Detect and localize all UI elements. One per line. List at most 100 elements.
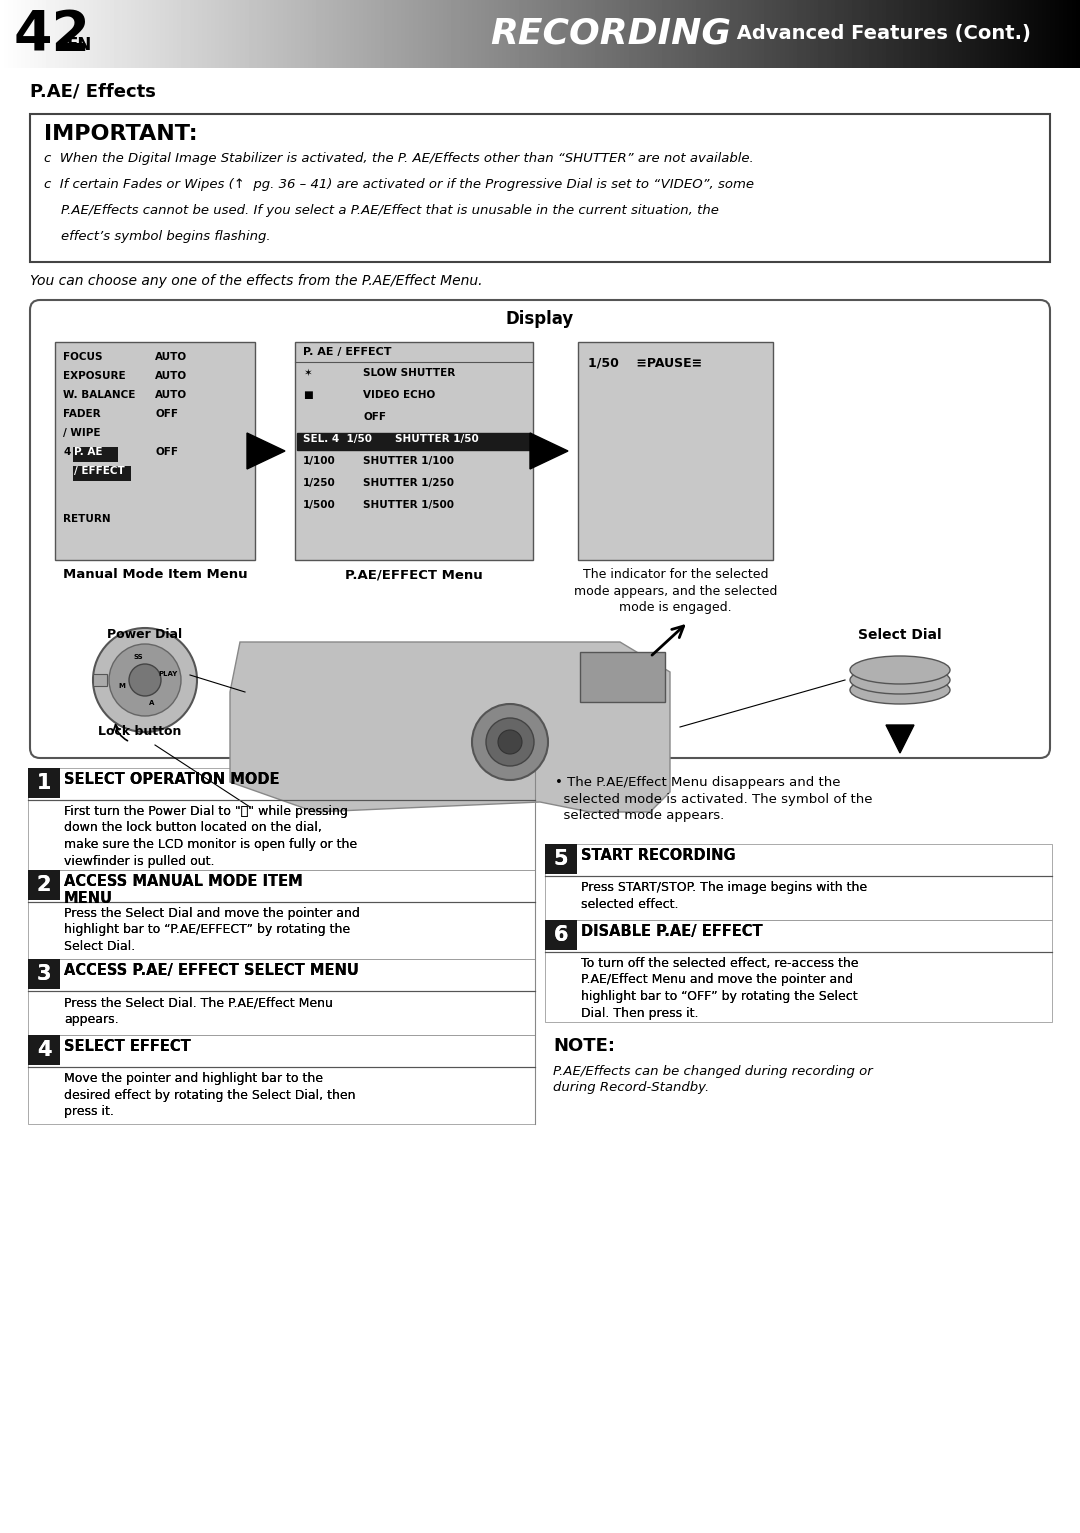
Bar <box>545 845 1052 920</box>
Bar <box>545 920 577 950</box>
Text: Press the Select Dial. The P.AE/Effect Menu
appears.: Press the Select Dial. The P.AE/Effect M… <box>64 996 333 1026</box>
Text: NOTE:: NOTE: <box>553 1036 615 1055</box>
Text: c  When the Digital Image Stabilizer is activated, the P. AE/Effects other than : c When the Digital Image Stabilizer is a… <box>44 152 754 166</box>
Text: RETURN: RETURN <box>63 514 110 523</box>
Text: 42: 42 <box>14 8 91 61</box>
Bar <box>545 845 577 874</box>
Text: SLOW SHUTTER: SLOW SHUTTER <box>363 368 456 379</box>
Bar <box>28 1035 535 1124</box>
Bar <box>28 871 60 900</box>
Text: Display: Display <box>505 310 575 328</box>
Text: The indicator for the selected
mode appears, and the selected
mode is engaged.: The indicator for the selected mode appe… <box>573 569 778 615</box>
Bar <box>28 768 60 799</box>
Bar <box>28 768 60 799</box>
Text: START RECORDING: START RECORDING <box>581 848 735 863</box>
Text: ■: ■ <box>303 389 313 400</box>
Text: P. AE: P. AE <box>75 448 103 457</box>
Text: PLAY: PLAY <box>159 671 178 676</box>
Text: / WIPE: / WIPE <box>63 428 100 438</box>
Text: 4: 4 <box>63 448 70 457</box>
Bar <box>545 920 577 950</box>
Text: SELECT EFFECT: SELECT EFFECT <box>64 1039 191 1055</box>
Circle shape <box>93 629 197 731</box>
Text: Press the Select Dial and move the pointer and
highlight bar to “P.AE/EFFECT” by: Press the Select Dial and move the point… <box>64 908 360 954</box>
Ellipse shape <box>850 685 950 714</box>
Text: Select Dial: Select Dial <box>859 629 942 642</box>
Text: AUTO: AUTO <box>156 353 187 362</box>
Bar <box>545 845 577 874</box>
Bar <box>28 960 60 989</box>
Text: AUTO: AUTO <box>156 389 187 400</box>
Ellipse shape <box>850 676 950 704</box>
Text: 4: 4 <box>37 1039 51 1059</box>
Polygon shape <box>530 432 568 469</box>
Text: Press the Select Dial and move the pointer and
highlight bar to “P.AE/EFFECT” by: Press the Select Dial and move the point… <box>64 908 360 954</box>
Ellipse shape <box>850 656 950 684</box>
Text: First turn the Power Dial to "ⓜ" while pressing
down the lock button located on : First turn the Power Dial to "ⓜ" while p… <box>64 805 357 868</box>
Bar <box>28 1035 60 1065</box>
Bar <box>580 652 665 702</box>
Text: P.AE/Effects cannot be used. If you select a P.AE/Effect that is unusable in the: P.AE/Effects cannot be used. If you sele… <box>44 204 719 218</box>
Text: ACCESS MANUAL MODE ITEM
MENU: ACCESS MANUAL MODE ITEM MENU <box>64 874 302 906</box>
Text: 1/50    ≡PAUSE≡: 1/50 ≡PAUSE≡ <box>588 356 702 369</box>
Text: To turn off the selected effect, re-access the
P.AE/Effect Menu and move the poi: To turn off the selected effect, re-acce… <box>581 957 859 1019</box>
Bar <box>55 342 255 560</box>
Circle shape <box>129 664 161 696</box>
Circle shape <box>109 644 181 716</box>
Bar <box>30 113 1050 262</box>
Text: FOCUS: FOCUS <box>63 353 103 362</box>
Text: 5: 5 <box>554 849 568 869</box>
Text: Power Dial: Power Dial <box>107 629 183 641</box>
Text: P.AE/EFFECT Menu: P.AE/EFFECT Menu <box>346 569 483 581</box>
Text: DISABLE P.AE/ EFFECT: DISABLE P.AE/ EFFECT <box>581 924 762 940</box>
Text: Manual Mode Item Menu: Manual Mode Item Menu <box>63 569 247 581</box>
Text: SHUTTER 1/250: SHUTTER 1/250 <box>363 478 454 487</box>
Text: W. BALANCE: W. BALANCE <box>63 389 135 400</box>
Text: OFF: OFF <box>156 448 178 457</box>
Text: To turn off the selected effect, re-access the
P.AE/Effect Menu and move the poi: To turn off the selected effect, re-acce… <box>581 957 859 1019</box>
Polygon shape <box>886 725 914 753</box>
Text: 3: 3 <box>37 964 51 984</box>
Bar <box>28 768 535 871</box>
Text: 3: 3 <box>37 964 51 984</box>
Text: SELECT EFFECT: SELECT EFFECT <box>64 1039 191 1055</box>
Text: 1/250: 1/250 <box>303 478 336 487</box>
Bar <box>73 466 131 481</box>
Text: Advanced Features (Cont.): Advanced Features (Cont.) <box>730 25 1031 43</box>
Bar <box>28 1035 60 1065</box>
Text: First turn the Power Dial to "ⓜ" while pressing
down the lock button located on : First turn the Power Dial to "ⓜ" while p… <box>64 805 357 868</box>
Text: You can choose any one of the effects from the P.AE/Effect Menu.: You can choose any one of the effects fr… <box>30 274 483 288</box>
Text: FADER: FADER <box>63 409 100 419</box>
Text: SS: SS <box>134 653 144 659</box>
Text: SELECT OPERATION MODE: SELECT OPERATION MODE <box>64 773 280 786</box>
Polygon shape <box>247 432 285 469</box>
Circle shape <box>472 704 548 780</box>
Text: 4: 4 <box>37 1039 51 1059</box>
Bar <box>28 871 535 960</box>
Text: 1: 1 <box>37 773 51 793</box>
Text: • The P.AE/Effect Menu disappears and the
  selected mode is activated. The symb: • The P.AE/Effect Menu disappears and th… <box>555 776 873 822</box>
Text: SHUTTER 1/500: SHUTTER 1/500 <box>363 500 454 510</box>
Bar <box>295 342 534 560</box>
Text: Press the Select Dial. The P.AE/Effect Menu
appears.: Press the Select Dial. The P.AE/Effect M… <box>64 996 333 1026</box>
Text: ACCESS P.AE/ EFFECT SELECT MENU: ACCESS P.AE/ EFFECT SELECT MENU <box>64 963 359 978</box>
Text: ACCESS P.AE/ EFFECT SELECT MENU: ACCESS P.AE/ EFFECT SELECT MENU <box>64 963 359 978</box>
Text: RECORDING: RECORDING <box>490 17 731 51</box>
Text: 5: 5 <box>554 849 568 869</box>
Text: SEL. 4  1/50: SEL. 4 1/50 <box>303 434 372 445</box>
Text: VIDEO ECHO: VIDEO ECHO <box>363 389 435 400</box>
Text: P.AE/Effects can be changed during recording or
during Record-Standby.: P.AE/Effects can be changed during recor… <box>553 1065 873 1095</box>
Text: 1/100: 1/100 <box>303 455 336 466</box>
Text: EXPOSURE: EXPOSURE <box>63 371 125 382</box>
Circle shape <box>498 730 522 754</box>
Text: Lock button: Lock button <box>98 725 181 737</box>
Text: 2: 2 <box>37 875 51 895</box>
Bar <box>297 432 531 451</box>
Polygon shape <box>230 642 670 812</box>
Text: ACCESS MANUAL MODE ITEM
MENU: ACCESS MANUAL MODE ITEM MENU <box>64 874 302 906</box>
Text: Press START/STOP. The image begins with the
selected effect.: Press START/STOP. The image begins with … <box>581 881 867 911</box>
Text: OFF: OFF <box>156 409 178 419</box>
Text: effect’s symbol begins flashing.: effect’s symbol begins flashing. <box>44 230 271 244</box>
Bar <box>28 960 60 989</box>
Bar <box>93 675 107 685</box>
